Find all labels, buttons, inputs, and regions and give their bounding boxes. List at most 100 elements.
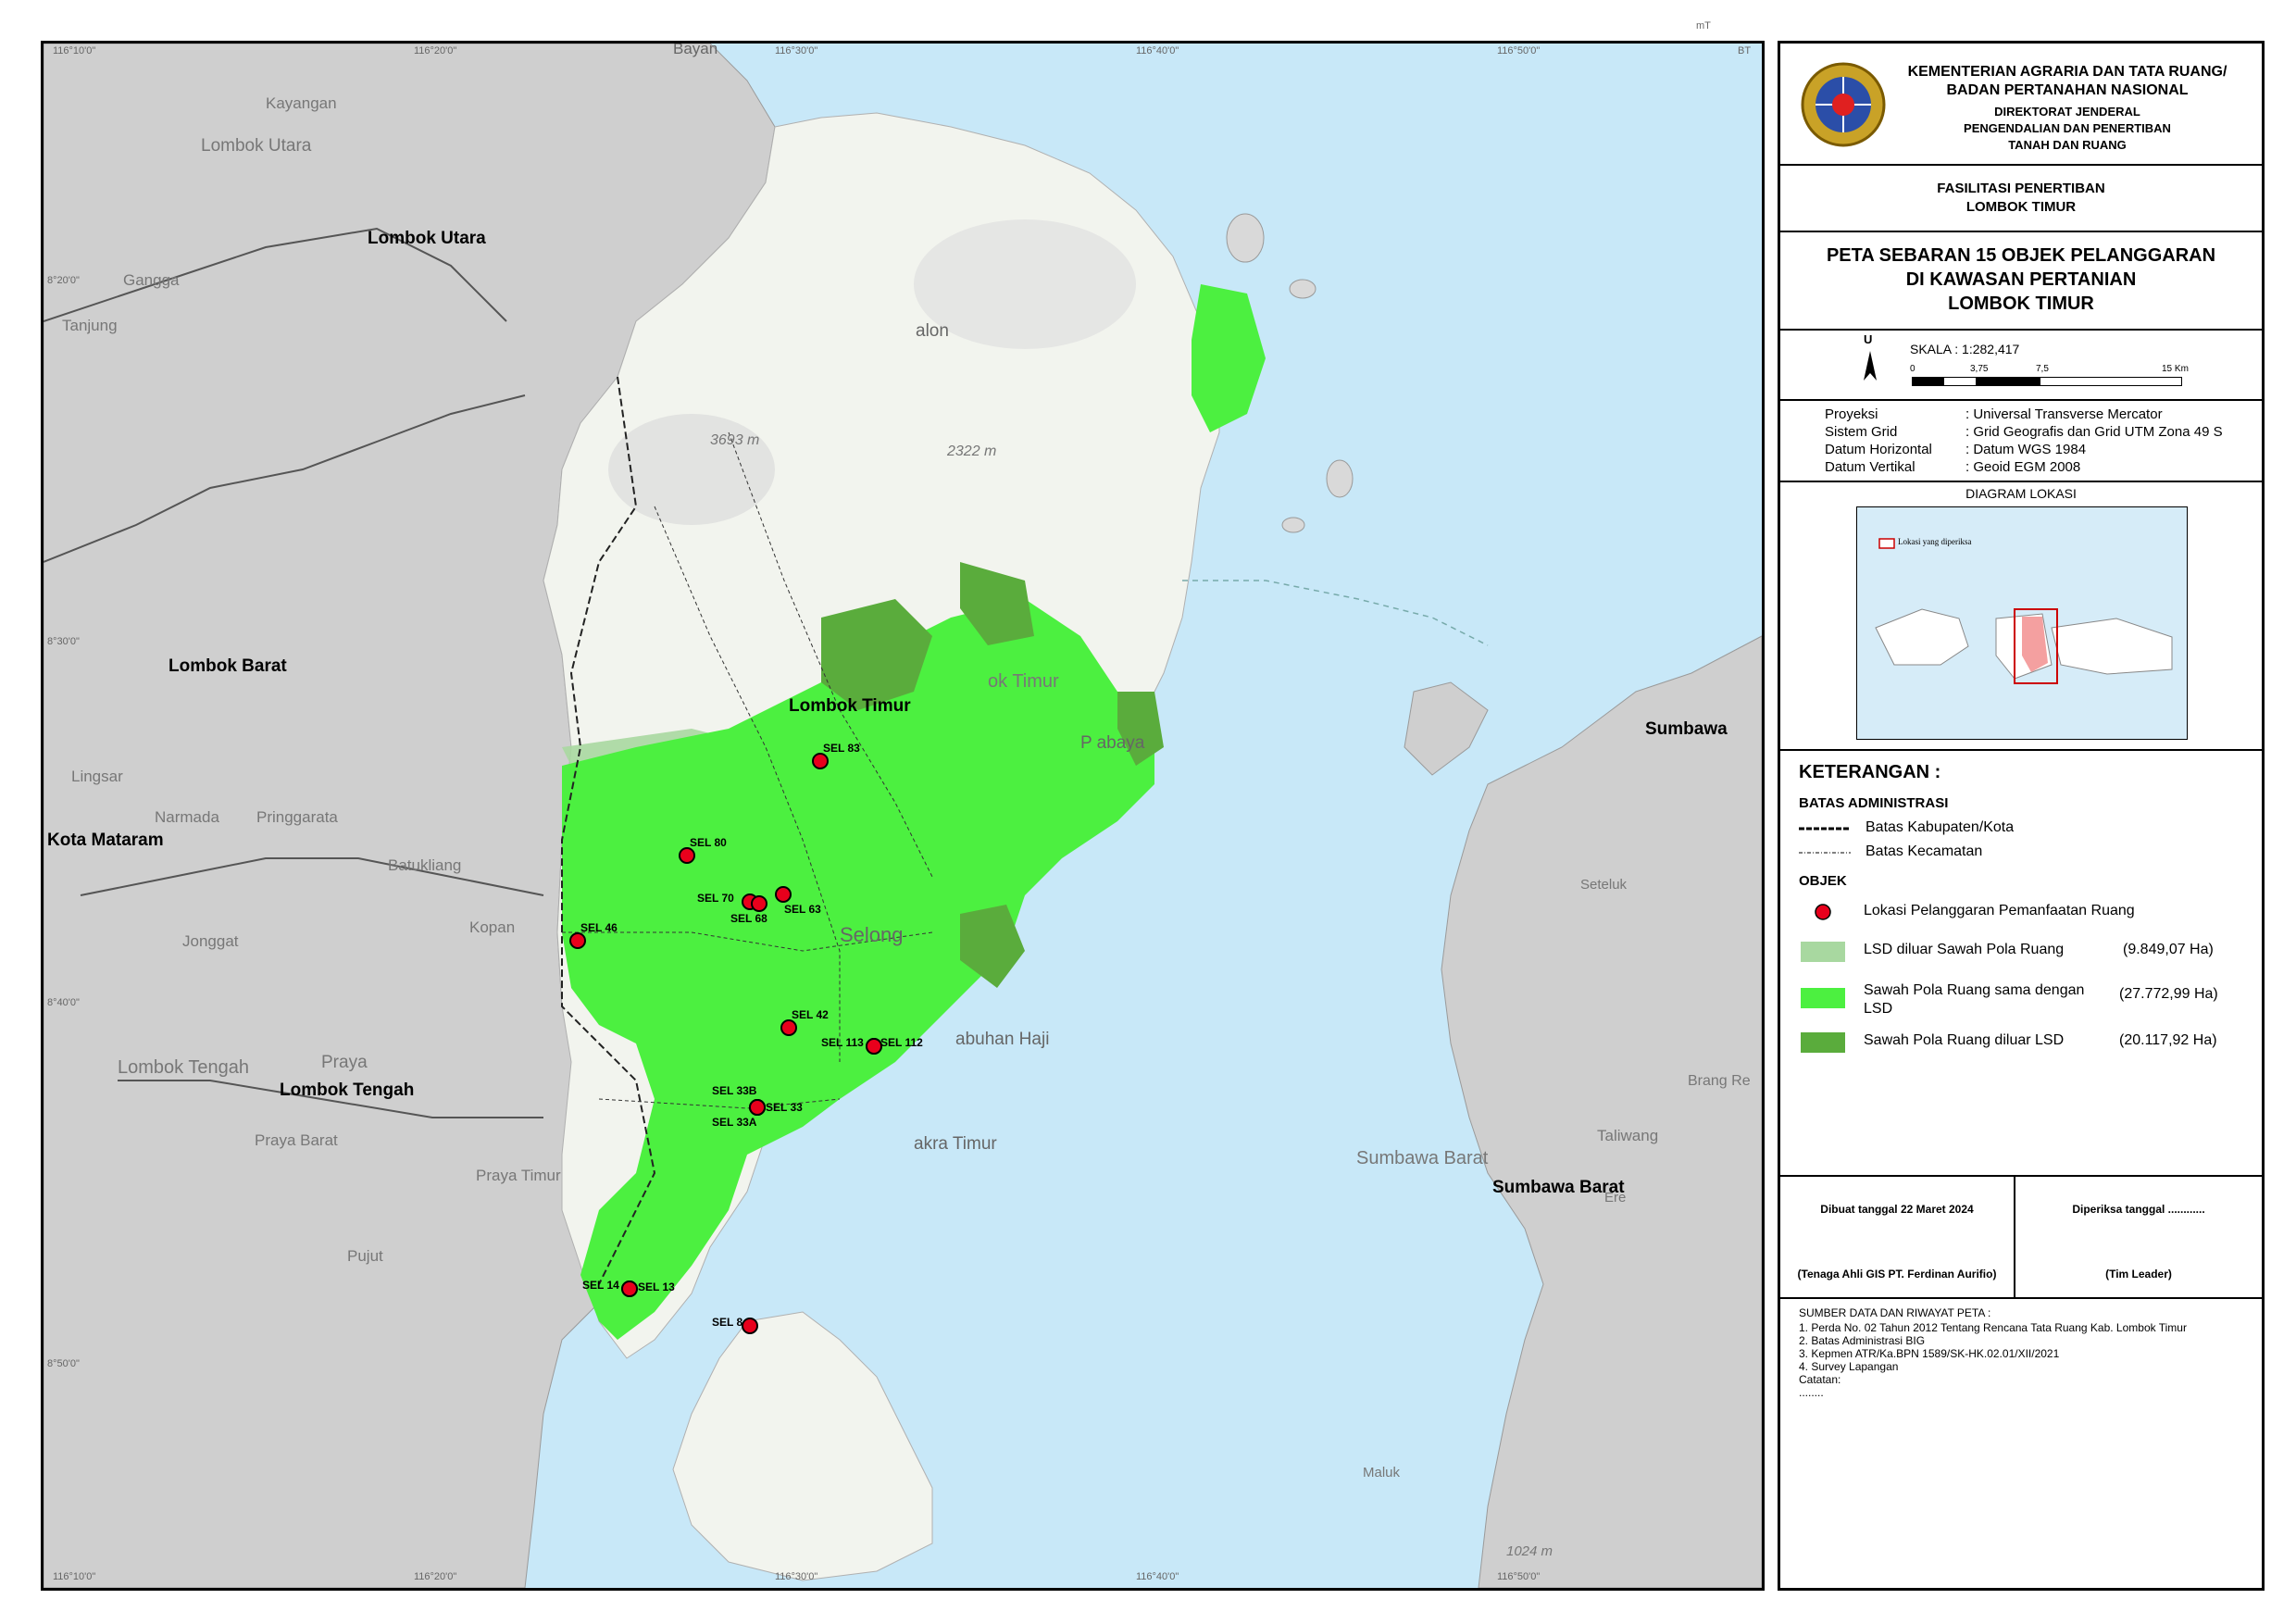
violation-point-marker[interactable]: [742, 1318, 758, 1334]
place-gangga: Gangga: [123, 271, 180, 289]
violation-point-label: SEL 14: [582, 1279, 619, 1292]
island-2: [1289, 279, 1316, 299]
legend-section: KETERANGAN : BATAS ADMINISTRASI Batas Ka…: [1780, 749, 2262, 1177]
violation-point-label: SEL 70: [697, 892, 734, 905]
place-pujut: Pujut: [347, 1247, 383, 1265]
inset-map-canvas: [1875, 538, 2173, 684]
label-sumbawa-barat-faint: Sumbawa Barat: [1356, 1148, 1489, 1168]
bpn-logo-icon: [1801, 62, 1886, 147]
map-canvas: [44, 44, 1762, 1588]
road-west-1: [44, 227, 507, 322]
title-section: PETA SEBARAN 15 OBJEK PELANGGARAN DI KAW…: [1780, 231, 2262, 331]
island-3: [1326, 459, 1354, 498]
place-jonggat: Jonggat: [182, 932, 239, 950]
sumber-item: ........: [1799, 1386, 1824, 1399]
legend-lsd-luar-value: (9.849,07 Ha): [2123, 942, 2214, 957]
violation-point-marker[interactable]: [749, 1099, 766, 1116]
violation-point-marker[interactable]: [751, 895, 767, 912]
violation-point-marker[interactable]: [775, 886, 792, 903]
violation-point-icon: [1815, 904, 1831, 920]
label-lombok-timur-faint: ok Timur: [988, 671, 1059, 692]
place-tanjung: Tanjung: [62, 317, 118, 334]
violation-point-marker[interactable]: [812, 753, 829, 769]
sumber-item: Catatan:: [1799, 1373, 1841, 1386]
facility-section: FASILITASI PENERTIBAN LOMBOK TIMUR: [1780, 164, 2262, 232]
sumber-item: 1. Perda No. 02 Tahun 2012 Tentang Renca…: [1799, 1321, 2187, 1334]
area-sawah-luar-4: [1117, 692, 1164, 766]
agency-line2: BADAN PERTANAHAN NASIONAL: [1946, 82, 2189, 98]
tick-bottom-3: 116°30'0": [775, 1571, 818, 1582]
tick-top-4: 116°40'0": [1136, 45, 1179, 56]
mountain-shade-east: [914, 219, 1136, 349]
legend-batas-kab: Batas Kabupaten/Kota: [1866, 819, 2015, 835]
map-frame[interactable]: Lombok Utara Lombok Utara Lombok Barat L…: [41, 41, 1765, 1591]
ferry-route: [1182, 580, 1489, 646]
proj-key-0: Proyeksi: [1825, 406, 1878, 422]
legend-objek-title: OBJEK: [1799, 873, 1847, 889]
violation-point-label: SEL 13: [638, 1280, 675, 1293]
legend-sawah-sama-1: Sawah Pola Ruang sama dengan: [1864, 982, 2085, 998]
inset-legend-label: Lokasi yang diperiksa: [1898, 537, 1972, 546]
tick-top-2: 116°20'0": [414, 45, 457, 56]
location-diagram-section: DIAGRAM LOKASI Lokasi yang diperiksa: [1780, 481, 2262, 751]
area-sawah-luar-1: [821, 599, 932, 710]
violation-point-marker[interactable]: [621, 1280, 638, 1297]
violation-point-marker[interactable]: [780, 1019, 797, 1036]
violation-point-marker[interactable]: [679, 847, 695, 864]
place-brang-rea: Brang Re: [1688, 1073, 1751, 1089]
kecamatan-boundary-3: [562, 931, 933, 952]
tenaga-ahli-label: (Tenaga Ahli GIS PT. Ferdinan Aurifio): [1797, 1268, 1997, 1280]
tick-bottom-2: 116°20'0": [414, 1571, 457, 1582]
place-seteluk: Seteluk: [1580, 877, 1628, 893]
place-praya-timur: Praya Timur: [476, 1167, 561, 1184]
kabupaten-line-icon: [1799, 827, 1851, 831]
legend-lokasi: Lokasi Pelanggaran Pemanfaatan Ruang: [1864, 903, 2135, 918]
signature-section: Dibuat tanggal 22 Maret 2024 Diperiksa t…: [1780, 1175, 2262, 1299]
label-lombok-tengah-faint: Lombok Tengah: [118, 1057, 249, 1078]
header-section: KEMENTERIAN AGRARIA DAN TATA RUANG/ BADA…: [1780, 44, 2262, 166]
violation-point-marker[interactable]: [569, 932, 586, 949]
violation-point-label: SEL 63: [784, 903, 821, 916]
agency-line3: DIREKTORAT JENDERAL: [1994, 105, 2140, 119]
proj-val-1: : Grid Geografis dan Grid UTM Zona 49 S: [1965, 424, 2223, 440]
agency-line4: PENGENDALIAN DAN PENERTIBAN: [1964, 121, 2171, 135]
place-maluk: Maluk: [1363, 1465, 1401, 1480]
kecamatan-boundary-2: [728, 431, 933, 878]
area-sawah-sama: [562, 599, 1154, 1340]
tick-top-5: 116°50'0": [1497, 45, 1541, 56]
scale-tick-2: 7,5: [2036, 364, 2049, 374]
violation-point-marker[interactable]: [866, 1038, 882, 1055]
tick-bottom-4: 116°40'0": [1136, 1571, 1179, 1582]
dibuat-label: Dibuat tanggal 22 Maret 2024: [1820, 1203, 1974, 1216]
diagram-title: DIAGRAM LOKASI: [1965, 486, 2077, 501]
label-sumbawa: Sumbawa: [1645, 719, 1728, 739]
tick-left-2: 8°30'0": [47, 636, 80, 647]
road-west-2: [44, 394, 526, 563]
place-kopang: Kopan: [469, 918, 516, 936]
peak-1024: 1024 m: [1506, 1543, 1554, 1559]
scale-tick-1: 3,75: [1970, 364, 1989, 374]
label-lombok-timur: Lombok Timur: [789, 696, 911, 716]
proj-val-3: : Geoid EGM 2008: [1965, 459, 2081, 475]
tick-corner: mT: [1696, 20, 1711, 31]
proj-val-0: : Universal Transverse Mercator: [1965, 406, 2163, 422]
place-pringgarata: Pringgarata: [256, 808, 338, 826]
mountain-shade-rinjani: [608, 414, 775, 525]
proj-key-1: Sistem Grid: [1825, 424, 1898, 440]
island-4: [1281, 517, 1305, 533]
legend-batas-kec: Batas Kecamatan: [1866, 843, 1983, 859]
tim-leader-label: (Tim Leader): [2105, 1268, 2172, 1280]
tick-top-1: 116°10'0": [53, 45, 96, 56]
proj-key-3: Datum Vertikal: [1825, 459, 1915, 475]
area-sawah-luar-3: [960, 905, 1025, 988]
violation-point-label: SEL 33B: [712, 1084, 757, 1097]
place-lingsar: Lingsar: [71, 768, 123, 785]
swatch-sawah-sama: [1801, 988, 1845, 1008]
tick-bottom-5: 116°50'0": [1497, 1571, 1541, 1582]
island-1: [1226, 213, 1265, 263]
kecamatan-boundary-4: [598, 1098, 841, 1109]
place-selong: Selong: [840, 923, 904, 946]
sumber-item: 3. Kepmen ATR/Ka.BPN 1589/SK-HK.02.01/XI…: [1799, 1347, 2060, 1360]
label-lombok-tengah: Lombok Tengah: [280, 1081, 415, 1100]
land-sumbawa: [1441, 635, 1762, 1588]
